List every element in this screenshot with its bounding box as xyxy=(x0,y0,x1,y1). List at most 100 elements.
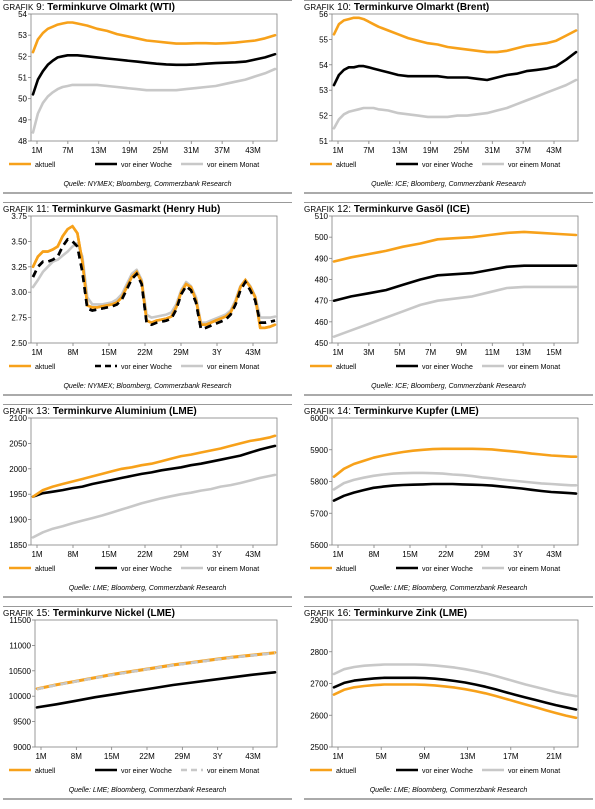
line-chart: 1850 1900 1950 2000 2050 2100 1M 8M 15M 22M 29M 3Y 4… xyxy=(9,414,278,573)
legend-label: aktuell xyxy=(35,162,56,169)
chart-source: Quelle: NYMEX; Bloomberg, Commerzbank Re… xyxy=(63,181,232,188)
line-chart: 9000 9500 10000 10500 11000 11500 1M 8M 15M 22M 29… xyxy=(9,616,278,775)
x-tick-label: 15M xyxy=(101,348,117,357)
chart-title: GRAFIK 15: Terminkurve Nickel (LME) xyxy=(3,608,175,619)
chart-panel-16: GRAFIK 16: Terminkurve Zink (LME) 2500 260… xyxy=(304,606,593,801)
line-chart: 5600 5700 5800 5900 6000 1M 8M 15M 22M 29M 3Y 43M ak… xyxy=(310,414,579,573)
series-line-monat xyxy=(332,285,578,338)
legend-label: vor einer Woche xyxy=(422,566,473,573)
chart-title: GRAFIK 11: Terminkurve Gasmarkt (Henry H… xyxy=(3,204,220,215)
panel-bottom-rule xyxy=(3,394,292,396)
y-tick-label: 3.75 xyxy=(11,212,27,221)
chart-prefix: GRAFIK xyxy=(304,3,335,12)
y-tick-label: 50 xyxy=(18,95,27,104)
legend-label: vor einer Woche xyxy=(422,162,473,169)
chart-panel-12: GRAFIK 12: Terminkurve Gasöl (ICE) 450 460… xyxy=(304,202,593,397)
panel-bottom-rule xyxy=(3,596,292,598)
legend-label: vor einem Monat xyxy=(207,768,259,775)
x-tick-label: 3Y xyxy=(212,550,222,559)
chart-number: 14: xyxy=(334,406,354,417)
series-line-monat xyxy=(332,663,578,698)
series-line-aktuell-overlay xyxy=(31,224,276,330)
x-tick-label: 29M xyxy=(175,752,191,761)
y-tick-label: 2600 xyxy=(310,711,328,720)
chart-panel-15: GRAFIK 15: Terminkurve Nickel (LME) 9000 9… xyxy=(3,606,292,801)
x-tick-label: 9M xyxy=(419,752,430,761)
x-tick-label: 29M xyxy=(173,348,189,357)
chart-number: 16: xyxy=(334,608,354,619)
y-tick-label: 2000 xyxy=(9,465,27,474)
legend-label: vor einer Woche xyxy=(121,364,172,371)
legend-label: vor einem Monat xyxy=(207,364,259,371)
y-tick-label: 490 xyxy=(315,254,329,263)
y-tick-label: 5800 xyxy=(310,478,328,487)
chart-number: 13: xyxy=(33,406,53,417)
x-tick-label: 13M xyxy=(460,752,476,761)
x-tick-label: 31M xyxy=(184,146,200,155)
chart-title: GRAFIK 14: Terminkurve Kupfer (LME) xyxy=(304,406,479,417)
chart-number: 12: xyxy=(334,204,354,215)
x-tick-label: 22M xyxy=(137,550,153,559)
y-tick-label: 48 xyxy=(18,137,27,146)
chart-title-text: Terminkurve Gasöl (ICE) xyxy=(353,204,470,215)
y-tick-label: 2900 xyxy=(310,616,328,625)
series-line-aktuell-under xyxy=(36,651,276,691)
series-line-aktuell xyxy=(332,16,578,54)
x-tick-label: 22M xyxy=(137,348,153,357)
x-tick-label: 43M xyxy=(245,348,261,357)
chart-title-text: Terminkurve Gasmarkt (Henry Hub) xyxy=(52,204,221,215)
panel-bottom-rule xyxy=(304,596,593,598)
panel-top-rule xyxy=(3,202,292,203)
y-tick-label: 54 xyxy=(18,10,27,19)
x-tick-label: 29M xyxy=(474,550,490,559)
x-tick-label: 1M xyxy=(31,146,42,155)
legend-label: aktuell xyxy=(336,364,357,371)
x-tick-label: 25M xyxy=(153,146,169,155)
series-line-aktuell xyxy=(31,434,277,498)
series-line-woche xyxy=(332,482,578,502)
chart-title: GRAFIK 9: Terminkurve Olmarkt (WTI) xyxy=(3,2,175,13)
series-line-woche xyxy=(35,671,277,709)
panel-top-rule xyxy=(304,202,593,203)
legend-label: vor einer Woche xyxy=(422,768,473,775)
panel-top-rule xyxy=(3,0,292,1)
y-tick-label: 470 xyxy=(315,297,329,306)
y-tick-label: 55 xyxy=(319,35,328,44)
x-tick-label: 43M xyxy=(546,550,562,559)
chart-source: Quelle: LME; Bloomberg, Commerzbank Rese… xyxy=(369,585,528,592)
chart-title: GRAFIK 12: Terminkurve Gasöl (ICE) xyxy=(304,204,470,215)
y-tick-label: 51 xyxy=(18,74,27,83)
x-tick-label: 22M xyxy=(438,550,454,559)
plot-frame xyxy=(34,619,278,748)
x-tick-label: 1M xyxy=(332,146,343,155)
series-line-woche xyxy=(332,264,578,302)
panel-top-rule xyxy=(3,606,292,607)
y-tick-label: 52 xyxy=(18,52,27,61)
line-chart: 2500 2600 2700 2800 2900 1M 5M 9M 13M 17M 21M aktue… xyxy=(310,616,579,775)
x-tick-label: 37M xyxy=(214,146,230,155)
x-tick-label: 15M xyxy=(546,348,562,357)
legend-label: vor einem Monat xyxy=(207,566,259,573)
chart-panel-13: GRAFIK 13: Terminkurve Aluminium (LME) 18… xyxy=(3,404,292,599)
x-tick-label: 25M xyxy=(454,146,470,155)
chart-source: Quelle: LME; Bloomberg, Commerzbank Rese… xyxy=(68,585,227,592)
y-tick-label: 53 xyxy=(18,31,27,40)
x-tick-label: 8M xyxy=(67,348,78,357)
line-chart: 450 460 470 480 490 500 510 1M 3M 5M 7M 9M 11M 13M 15M… xyxy=(310,212,579,371)
series-line-woche xyxy=(332,50,578,87)
chart-source: Quelle: NYMEX; Bloomberg, Commerzbank Re… xyxy=(63,383,232,390)
y-tick-label: 5700 xyxy=(310,509,328,518)
chart-prefix: GRAFIK xyxy=(3,3,34,12)
chart-prefix: GRAFIK xyxy=(3,205,34,214)
x-tick-label: 37M xyxy=(515,146,531,155)
x-tick-label: 7M xyxy=(425,348,436,357)
series-line-monat-overlay xyxy=(36,651,276,691)
y-tick-label: 11000 xyxy=(9,641,31,650)
x-tick-label: 3Y xyxy=(513,550,523,559)
y-tick-label: 460 xyxy=(315,318,329,327)
panel-top-rule xyxy=(304,404,593,405)
series-line-monat xyxy=(332,78,578,130)
panel-bottom-rule xyxy=(304,394,593,396)
x-tick-label: 1M xyxy=(31,348,42,357)
x-tick-label: 3Y xyxy=(212,348,222,357)
